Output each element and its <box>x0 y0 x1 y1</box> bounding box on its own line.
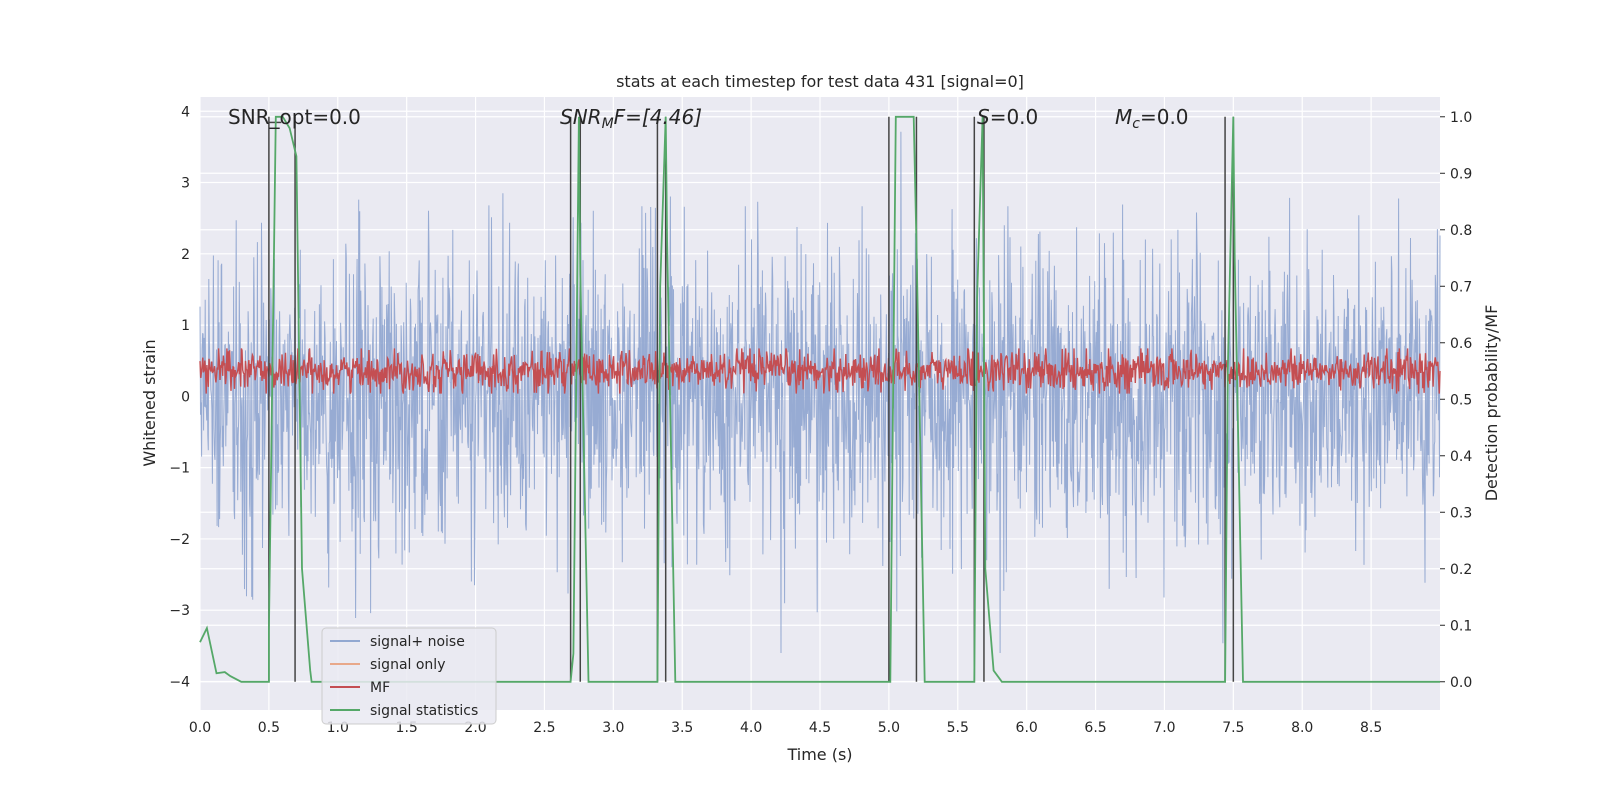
x-axis-label: Time (s) <box>786 745 852 764</box>
x-tick-label: 8.0 <box>1291 720 1313 736</box>
y-right-tick-label: 0.2 <box>1450 562 1472 578</box>
y-left-tick-label: 4 <box>181 104 190 120</box>
legend-label-signal-noise: signal+ noise <box>370 634 465 650</box>
x-tick-label: 8.5 <box>1360 720 1382 736</box>
x-tick-label: 4.5 <box>809 720 831 736</box>
legend-label-signal-only: signal only <box>370 657 445 673</box>
y-right-tick-label: 0.8 <box>1450 223 1472 239</box>
y-right-tick-label: 0.5 <box>1450 392 1472 408</box>
y-right-tick-label: 0.0 <box>1450 675 1472 691</box>
x-tick-label: 7.5 <box>1222 720 1244 736</box>
annotation-snr-mf: SNRMF=[4.46] <box>560 105 702 132</box>
x-tick-label: 5.5 <box>947 720 969 736</box>
signal-statistics-line <box>199 115 1440 683</box>
annotation-mc-sub: c <box>1132 116 1140 132</box>
y-right-tick-label: 0.6 <box>1450 336 1472 352</box>
annotation-mc: Mc=0.0 <box>1115 105 1189 132</box>
x-tick-label: 5.0 <box>878 720 900 736</box>
y-left-axis-label: Whitened strain <box>140 339 159 466</box>
y-right-tick-label: 0.1 <box>1450 618 1472 634</box>
x-tick-label: 6.5 <box>1084 720 1106 736</box>
y-left-tick-label: −4 <box>169 674 190 690</box>
y-left-tick-label: −3 <box>169 603 190 619</box>
y-right-tick-label: 0.9 <box>1450 166 1472 182</box>
chart-title: stats at each timestep for test data 431… <box>616 72 1024 91</box>
y-right-tick-label: 0.7 <box>1450 279 1472 295</box>
x-tick-label: 6.0 <box>1016 720 1038 736</box>
annotation-snr-mf-main: SNR <box>560 105 602 129</box>
legend-box <box>321 627 497 725</box>
x-tick-label: 3.0 <box>602 720 624 736</box>
legend: signal+ noise signal only MF signal stat… <box>321 627 497 725</box>
y-right-tick-labels: 0.0 0.1 0.2 0.3 0.4 0.5 0.6 0.7 0.8 0.9 1.0 <box>1440 110 1472 691</box>
x-tick-label: 2.5 <box>533 720 555 736</box>
y-right-tick-label: 1.0 <box>1450 110 1472 126</box>
y-left-tick-label: −1 <box>169 461 190 477</box>
y-left-tick-label: 3 <box>181 176 190 192</box>
annotation-s-rest: =0.0 <box>990 105 1039 129</box>
y-left-tick-label: 0 <box>181 389 190 405</box>
x-tick-label: 7.0 <box>1153 720 1175 736</box>
y-right-tick-label: 0.4 <box>1450 449 1472 465</box>
x-tick-label: 3.5 <box>671 720 693 736</box>
y-right-tick-label: 0.3 <box>1450 505 1472 521</box>
annotation-mc-main: M <box>1115 105 1132 129</box>
legend-label-mf: MF <box>370 680 390 696</box>
y-left-tick-label: 2 <box>181 247 190 263</box>
annotation-snr-mf-rest: F=[4.46] <box>614 105 702 129</box>
y-left-tick-labels: −4 −3 −2 −1 0 1 2 3 4 <box>169 104 190 690</box>
x-tick-label: 4.0 <box>740 720 762 736</box>
annotation-s-main: S <box>977 105 990 129</box>
y-left-tick-label: −2 <box>169 532 190 548</box>
y-left-tick-label: 1 <box>181 318 190 334</box>
annotation-mc-rest: =0.0 <box>1140 105 1189 129</box>
x-tick-label: 0.5 <box>258 720 280 736</box>
annotation-snr-mf-sub: M <box>602 116 614 132</box>
legend-label-signal-statistics: signal statistics <box>370 703 478 719</box>
x-tick-label: 0.0 <box>189 720 211 736</box>
signal-statistics-series <box>199 115 1440 683</box>
y-right-axis-label: Detection probability/MF <box>1482 305 1501 502</box>
annotation-snr-opt: SNR_opt=0.0 <box>228 105 361 129</box>
annotation-s: S=0.0 <box>977 105 1038 129</box>
